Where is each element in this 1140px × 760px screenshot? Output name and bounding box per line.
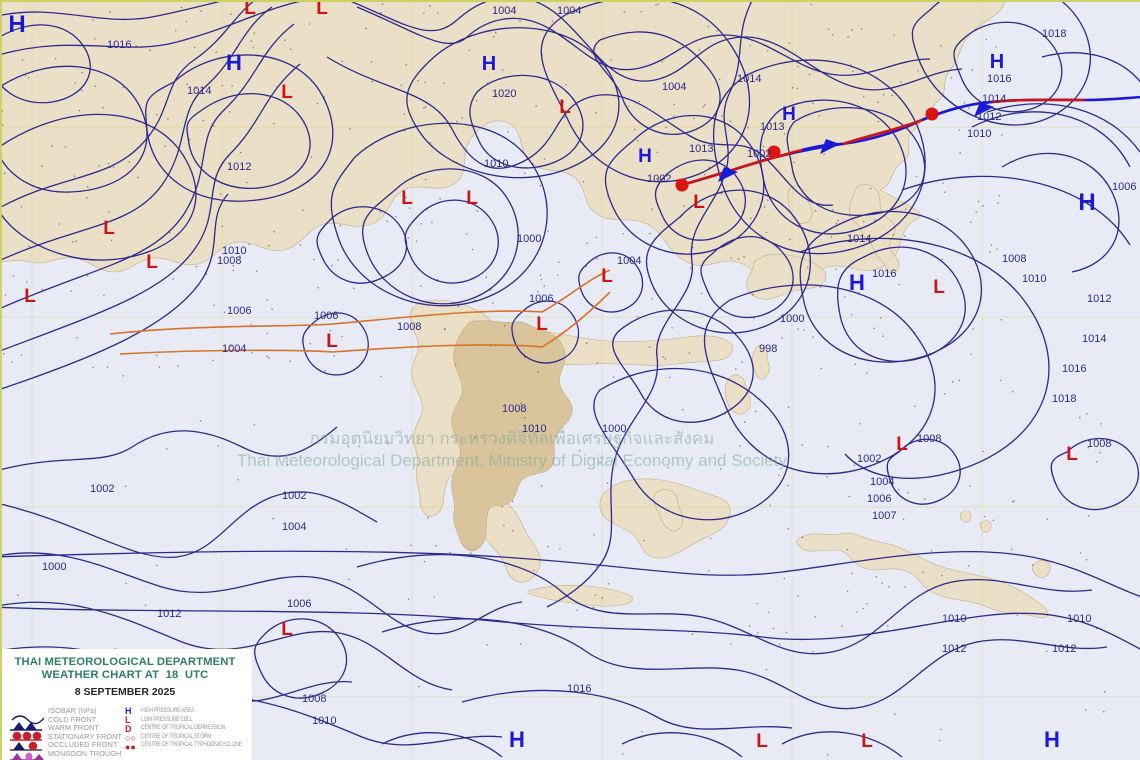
svg-text:1008: 1008 xyxy=(397,321,421,333)
svg-text:1004: 1004 xyxy=(222,343,246,355)
svg-text:L: L xyxy=(24,286,36,307)
svg-text:1016: 1016 xyxy=(1062,363,1086,375)
svg-text:1006: 1006 xyxy=(287,598,311,610)
svg-text:1014: 1014 xyxy=(737,73,761,85)
svg-text:1008: 1008 xyxy=(1002,253,1026,265)
svg-text:1013: 1013 xyxy=(689,143,713,155)
svg-text:L: L xyxy=(244,2,256,19)
svg-text:1004: 1004 xyxy=(870,476,894,488)
svg-text:1010: 1010 xyxy=(1067,613,1091,625)
svg-text:1002: 1002 xyxy=(647,173,671,185)
svg-text:1014: 1014 xyxy=(187,85,211,97)
svg-text:1012: 1012 xyxy=(1052,643,1076,655)
svg-text:H: H xyxy=(990,51,1004,73)
svg-text:1002: 1002 xyxy=(90,483,114,495)
svg-text:L: L xyxy=(281,619,293,640)
svg-text:1010: 1010 xyxy=(484,158,508,170)
svg-text:L: L xyxy=(326,331,338,352)
svg-text:1020: 1020 xyxy=(492,88,516,100)
svg-text:998: 998 xyxy=(759,343,777,355)
svg-text:L: L xyxy=(756,731,768,752)
svg-text:H: H xyxy=(482,53,496,75)
svg-text:1012: 1012 xyxy=(977,111,1001,123)
svg-text:1002: 1002 xyxy=(747,148,771,160)
svg-text:L: L xyxy=(559,97,571,118)
svg-text:1006: 1006 xyxy=(867,493,891,505)
svg-text:L: L xyxy=(896,434,908,455)
svg-text:1012: 1012 xyxy=(157,608,181,620)
svg-text:1018: 1018 xyxy=(1042,28,1066,40)
svg-text:1006: 1006 xyxy=(227,305,251,317)
svg-text:1016: 1016 xyxy=(872,268,896,280)
svg-text:1016: 1016 xyxy=(567,683,591,695)
svg-text:กรมอุตุนิยมวิทยา กระทรวงดิจิทั: กรมอุตุนิยมวิทยา กระทรวงดิจิทัลเพื่อเศรษ… xyxy=(310,426,715,449)
svg-text:1004: 1004 xyxy=(617,255,641,267)
svg-text:1016: 1016 xyxy=(987,73,1011,85)
svg-text:1010: 1010 xyxy=(1022,273,1046,285)
svg-text:1014: 1014 xyxy=(847,233,871,245)
svg-text:1008: 1008 xyxy=(217,255,241,267)
svg-text:1008: 1008 xyxy=(502,403,526,415)
svg-text:1000: 1000 xyxy=(602,423,626,435)
svg-text:1000: 1000 xyxy=(42,561,66,573)
svg-text:L: L xyxy=(281,82,293,103)
svg-text:1010: 1010 xyxy=(967,128,991,140)
svg-text:L: L xyxy=(1066,444,1078,465)
svg-text:1016: 1016 xyxy=(107,39,131,51)
svg-text:1014: 1014 xyxy=(982,93,1006,105)
svg-text:1002: 1002 xyxy=(857,453,881,465)
svg-text:1004: 1004 xyxy=(557,5,581,17)
svg-text:H: H xyxy=(849,270,865,295)
svg-text:1006: 1006 xyxy=(1112,181,1136,193)
svg-text:1012: 1012 xyxy=(227,161,251,173)
svg-text:H: H xyxy=(638,146,652,167)
svg-text:1010: 1010 xyxy=(312,715,336,727)
svg-text:L: L xyxy=(146,252,158,273)
svg-text:1008: 1008 xyxy=(1087,438,1111,450)
svg-text:1018: 1018 xyxy=(1052,393,1076,405)
svg-text:1006: 1006 xyxy=(529,293,553,305)
svg-text:Thai Meteorological Department: Thai Meteorological Department, Ministry… xyxy=(237,451,787,470)
svg-text:1010: 1010 xyxy=(522,423,546,435)
svg-text:L: L xyxy=(693,192,705,213)
svg-text:L: L xyxy=(933,277,945,298)
svg-text:1012: 1012 xyxy=(1087,293,1111,305)
svg-text:1004: 1004 xyxy=(282,521,306,533)
svg-text:L: L xyxy=(536,314,548,335)
svg-text:H: H xyxy=(226,50,242,75)
svg-text:L: L xyxy=(601,266,613,287)
svg-text:H: H xyxy=(8,11,25,38)
svg-text:1014: 1014 xyxy=(1082,333,1106,345)
svg-text:H: H xyxy=(1078,189,1095,216)
svg-text:H: H xyxy=(1044,727,1060,752)
svg-text:H: H xyxy=(509,727,525,752)
svg-text:1008: 1008 xyxy=(302,693,326,705)
svg-text:L: L xyxy=(466,188,478,209)
svg-text:1013: 1013 xyxy=(760,121,784,133)
svg-text:1007: 1007 xyxy=(872,510,896,522)
svg-text:1006: 1006 xyxy=(314,310,338,322)
svg-text:1000: 1000 xyxy=(780,313,804,325)
svg-text:L: L xyxy=(103,218,115,239)
svg-text:1000: 1000 xyxy=(517,233,541,245)
svg-text:L: L xyxy=(861,731,873,752)
svg-text:1010: 1010 xyxy=(942,613,966,625)
svg-text:1004: 1004 xyxy=(662,81,686,93)
svg-text:1012: 1012 xyxy=(942,643,966,655)
svg-text:1008: 1008 xyxy=(917,433,941,445)
svg-text:L: L xyxy=(316,2,328,19)
svg-text:L: L xyxy=(401,188,413,209)
svg-text:1004: 1004 xyxy=(492,5,516,17)
svg-text:1002: 1002 xyxy=(282,490,306,502)
